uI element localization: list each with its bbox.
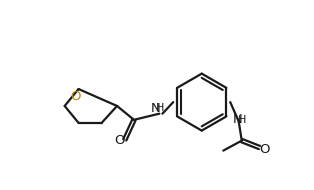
Text: O: O: [114, 134, 125, 147]
Text: O: O: [260, 142, 270, 156]
Text: H: H: [238, 115, 247, 125]
Text: N: N: [151, 102, 160, 115]
Text: N: N: [233, 113, 243, 126]
Text: O: O: [70, 90, 81, 103]
Text: H: H: [156, 103, 164, 113]
